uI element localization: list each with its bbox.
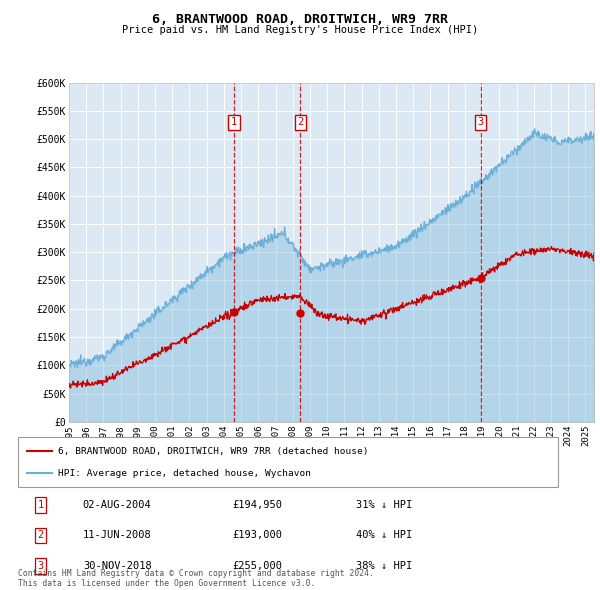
Text: 30-NOV-2018: 30-NOV-2018 [83,561,152,571]
Text: 38% ↓ HPI: 38% ↓ HPI [356,561,413,571]
FancyBboxPatch shape [18,437,558,487]
Text: £255,000: £255,000 [232,561,283,571]
Text: 3: 3 [478,117,484,127]
Text: 3: 3 [37,561,44,571]
Text: 31% ↓ HPI: 31% ↓ HPI [356,500,413,510]
Text: 6, BRANTWOOD ROAD, DROITWICH, WR9 7RR (detached house): 6, BRANTWOOD ROAD, DROITWICH, WR9 7RR (d… [59,447,369,456]
Text: HPI: Average price, detached house, Wychavon: HPI: Average price, detached house, Wych… [59,469,311,478]
Text: £194,950: £194,950 [232,500,283,510]
Text: 2: 2 [297,117,304,127]
Text: Contains HM Land Registry data © Crown copyright and database right 2024.
This d: Contains HM Land Registry data © Crown c… [18,569,374,588]
Text: 02-AUG-2004: 02-AUG-2004 [83,500,152,510]
Text: 2: 2 [37,530,44,540]
Text: 11-JUN-2008: 11-JUN-2008 [83,530,152,540]
Text: 1: 1 [37,500,44,510]
Text: 1: 1 [231,117,237,127]
Text: Price paid vs. HM Land Registry's House Price Index (HPI): Price paid vs. HM Land Registry's House … [122,25,478,35]
Text: £193,000: £193,000 [232,530,283,540]
Text: 6, BRANTWOOD ROAD, DROITWICH, WR9 7RR: 6, BRANTWOOD ROAD, DROITWICH, WR9 7RR [152,13,448,26]
Text: 40% ↓ HPI: 40% ↓ HPI [356,530,413,540]
